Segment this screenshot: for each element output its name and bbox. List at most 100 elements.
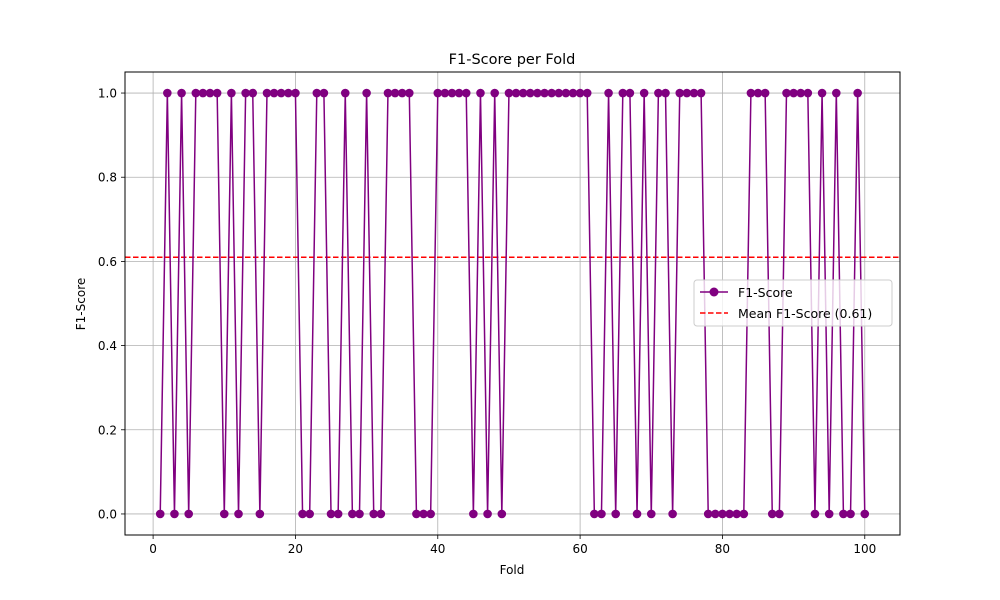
f1-score-point (241, 88, 250, 98)
f1-score-point (817, 88, 827, 98)
f1-score-point (582, 88, 592, 98)
f1-score-point (419, 509, 428, 519)
f1-score-point (412, 509, 421, 519)
f1-score-point (269, 88, 279, 98)
f1-score-point (725, 509, 734, 519)
f1-score-point (483, 509, 492, 519)
f1-score-point (177, 88, 186, 98)
f1-score-point (305, 509, 314, 519)
y-tick-label: 0.2 (98, 423, 117, 437)
f1-score-point (618, 88, 628, 98)
x-tick-label: 20 (288, 542, 303, 556)
f1-score-point (461, 88, 471, 98)
y-tick-label: 0.4 (98, 339, 117, 353)
x-tick-label: 0 (149, 542, 157, 556)
f1-score-point (369, 509, 379, 519)
f1-score-point (661, 88, 670, 98)
f1-score-point (590, 509, 599, 519)
f1-score-point (533, 88, 542, 98)
f1-score-point (405, 88, 414, 98)
f1-score-point (227, 88, 236, 98)
f1-score-point (753, 88, 763, 98)
f1-score-point (767, 509, 777, 519)
f1-score-point (547, 88, 556, 98)
f1-score-point (568, 88, 578, 98)
f1-score-point (255, 509, 265, 519)
f1-score-point (646, 509, 656, 519)
f1-score-point (625, 88, 635, 98)
f1-score-point (163, 88, 172, 98)
f1-score-point (333, 509, 343, 519)
f1-score-point (504, 88, 514, 98)
f1-score-point (860, 509, 870, 519)
f1-score-point (540, 88, 549, 98)
legend-label-mean: Mean F1-Score (0.61) (738, 306, 872, 321)
f1-score-point (276, 88, 286, 98)
legend-marker-f1 (709, 287, 719, 297)
f1-score-point (775, 509, 784, 519)
f1-score-point (426, 509, 435, 519)
f1-score-point (597, 509, 606, 519)
f1-score-point (654, 88, 663, 98)
f1-score-point (476, 88, 485, 98)
f1-score-point (440, 88, 450, 98)
f1-score-point (490, 88, 500, 98)
y-axis-ticks: 0.0 0.2 0.4 0.6 0.8 1.0 (98, 87, 125, 521)
f1-score-point (355, 509, 364, 519)
f1-score-point (390, 88, 400, 98)
f1-score-point (846, 509, 855, 519)
f1-score-point (198, 88, 208, 98)
f1-score-point (362, 88, 371, 98)
f1-score-point (234, 509, 243, 519)
f1-score-point (284, 88, 293, 98)
f1-score-point (262, 88, 272, 98)
f1-score-point (326, 509, 336, 519)
legend: F1-Score Mean F1-Score (0.61) (693, 279, 893, 327)
f1-score-point (212, 88, 222, 98)
f1-score-point (746, 88, 756, 98)
f1-score-point (319, 88, 329, 98)
f1-score-point (447, 88, 457, 98)
f1-score-point (469, 509, 478, 519)
f1-score-point (184, 509, 193, 519)
x-tick-label: 40 (430, 542, 445, 556)
f1-score-point (219, 509, 229, 519)
f1-score-point (789, 88, 798, 98)
f1-score-point (604, 88, 613, 98)
legend-label-f1: F1-Score (738, 285, 793, 300)
f1-score-point (639, 88, 649, 98)
f1-score-point (632, 509, 642, 519)
f1-score-point (796, 88, 806, 98)
f1-score-point (703, 509, 713, 519)
f1-score-point (575, 88, 585, 98)
f1-score-point (668, 509, 677, 519)
x-axis-label: Fold (500, 563, 525, 577)
f1-score-point (376, 509, 386, 519)
f1-score-point (675, 88, 685, 98)
x-tick-label: 80 (715, 542, 730, 556)
f1-score-point (732, 509, 741, 519)
legend-box (693, 279, 893, 327)
f1-score-point (191, 88, 201, 98)
f1-score-point (760, 88, 770, 98)
f1-score-point (497, 509, 507, 519)
f1-score-point (312, 88, 322, 98)
f1-score-point (433, 88, 443, 98)
f1-score-point (170, 509, 179, 519)
f1-score-point (348, 509, 357, 519)
f1-score-point (824, 509, 834, 519)
f1-score-point (397, 88, 407, 98)
f1-score-point (248, 88, 258, 98)
f1-score-point (554, 88, 564, 98)
x-tick-label: 100 (853, 542, 876, 556)
y-tick-label: 0.0 (98, 507, 117, 521)
series-layer (155, 88, 870, 519)
chart-title: F1-Score per Fold (449, 52, 576, 68)
f1-score-point (782, 88, 791, 98)
f1-score-point (155, 509, 165, 519)
y-tick-label: 0.6 (98, 255, 117, 269)
f1-score-point (383, 88, 393, 98)
f1-score-point (682, 88, 692, 98)
y-axis-label: F1-Score (74, 278, 88, 330)
